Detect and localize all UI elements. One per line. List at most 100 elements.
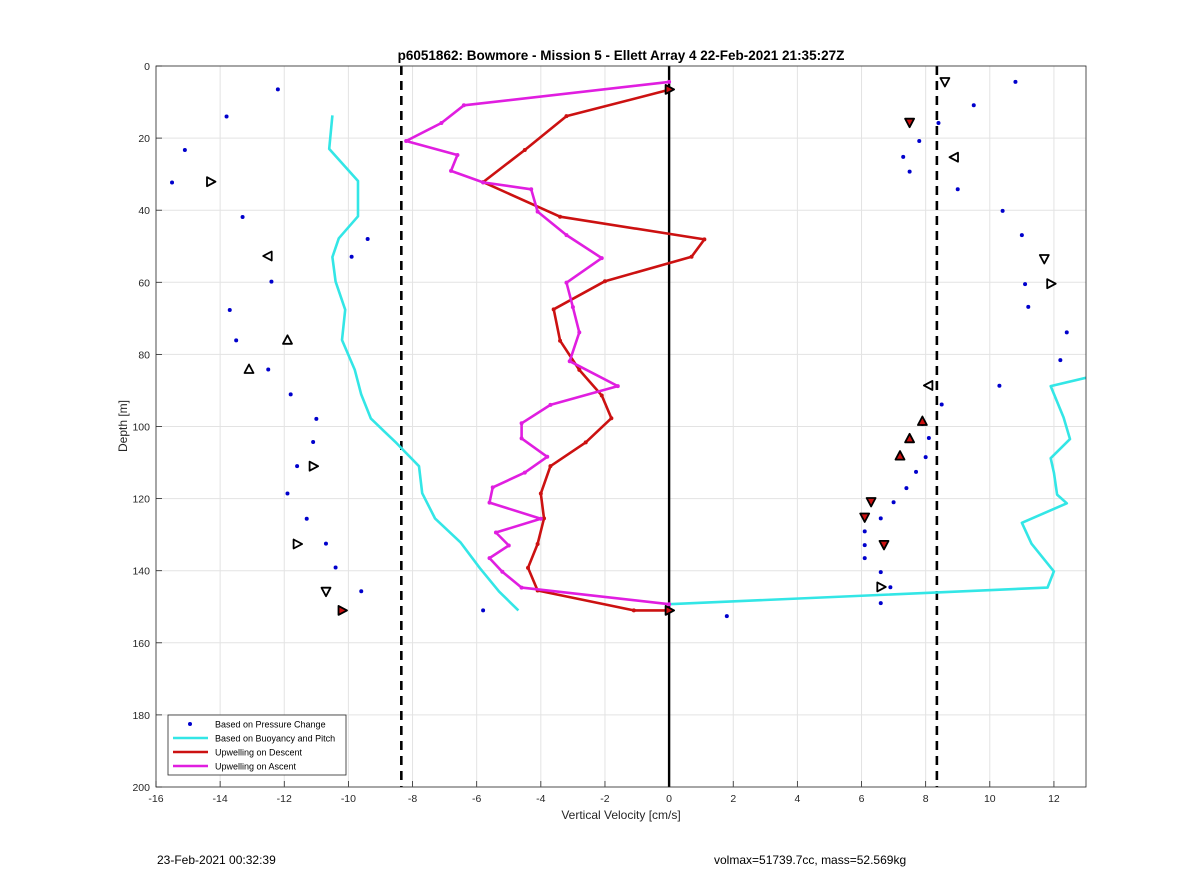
pressure-change-point [1064,330,1069,335]
x-axis-label: Vertical Velocity [cm/s] [561,808,680,822]
y-tick-label: 60 [138,277,150,289]
series-vertex-3 [667,602,672,607]
series-vertex-2 [535,542,540,547]
x-tick-label: 10 [984,793,996,805]
legend-swatch [188,722,192,726]
pressure-change-point [878,516,883,521]
pressure-change-point [182,147,187,152]
series-vertex-3 [529,187,534,192]
triangle-marker [1038,254,1050,265]
pressure-change-point [269,279,274,284]
pressure-change-point [234,338,239,343]
series-vertex-3 [487,500,492,505]
series-line-1 [669,376,1086,606]
triangle-marker [282,334,293,345]
pressure-change-point [907,169,912,174]
triangle-marker [262,250,273,262]
chart-title: p6051862: Bowmore - Mission 5 - Ellett A… [398,48,845,63]
series-vertex-3 [500,569,505,574]
triangle-marker [664,84,675,95]
triangle-marker [939,77,951,88]
series-vertex-2 [631,608,636,613]
series-vertex-3 [404,138,409,143]
triangle-marker [917,415,928,426]
pressure-change-point [275,87,280,92]
pressure-change-point [923,455,928,460]
series-vertex-3 [519,421,524,426]
series-vertex-3 [615,384,620,389]
triangle-marker [904,432,915,444]
series-vertex-3 [455,153,460,158]
series-line-1 [327,115,520,612]
series-vertex-2 [558,214,563,219]
x-tick-labels: -16 -14 -12 -10 -8 -6 -4 -2 0 2 4 6 8 10 12 [148,793,1060,805]
series-vertex-3 [535,209,540,214]
series-vertex-3 [564,233,569,238]
pressure-change-point [862,556,867,561]
pressure-change-point [904,486,909,491]
x-tick-label: 0 [666,793,672,805]
series-vertex-3 [439,120,444,125]
triangle-marker [320,586,332,598]
pressure-change-point [304,516,309,521]
pressure-change-point [349,254,354,259]
x-tick-label: -12 [277,793,292,805]
series-vertex-2 [538,491,543,496]
series-vertex-2 [526,565,530,570]
triangle-marker [664,605,675,616]
triangle-marker [948,151,959,163]
pressure-change-point [481,608,486,613]
pressure-change-point [1013,79,1018,84]
y-tick-labels: 0 20 40 60 80 100 120 140 160 180 200 [132,61,150,794]
pressure-change-point [314,416,319,421]
pressure-change-point [901,154,906,159]
footer-timestamp: 23-Feb-2021 00:32:39 [157,853,276,867]
legend-entry: Upwelling on Descent [215,748,303,758]
pressure-change-point [323,541,328,546]
triangle-marker [904,117,915,129]
pressure-change-point [1019,233,1024,238]
triangle-marker [206,176,217,188]
series-line-2 [481,88,706,612]
plot-frame [155,65,1087,788]
series-vertex-2 [522,147,527,152]
series-vertex-3 [570,305,575,310]
series-vertex-3 [538,516,543,521]
series-vertex-2 [564,114,569,119]
triangle-marker [876,581,887,593]
series-vertex-3 [449,168,454,173]
series-vertex-3 [545,454,550,459]
pressure-change-point [891,500,896,505]
y-tick-label: 0 [144,61,150,73]
pressure-change-point [878,570,883,575]
series-vertex-2 [599,393,604,398]
series-vertex-3 [577,330,582,335]
triangle-marker [308,460,320,472]
pressure-change-point [914,469,919,474]
series-vertex-3 [481,180,486,185]
triangle-marker [878,540,890,551]
pressure-change-point [878,601,883,606]
pressure-change-point [227,308,232,313]
y-tick-label: 20 [138,133,150,145]
x-tick-label: -14 [213,793,228,805]
y-tick-label: 80 [138,349,150,361]
triangle-marker [894,450,906,461]
pressure-change-point [333,565,338,570]
x-tick-label: -6 [472,793,481,805]
x-tick-label: 2 [730,793,736,805]
series-vertex-3 [599,256,604,261]
triangle-marker [865,497,877,508]
triangle-marker [923,379,934,391]
series-vertex-2 [542,516,547,521]
series-vertex-2 [558,338,563,343]
y-tick-label: 40 [138,205,150,217]
series-vertex-2 [548,464,553,469]
reference-lines [400,66,939,787]
pressure-change-point [1058,358,1063,363]
pressure-change-point [266,367,271,372]
series-vertex-3 [522,470,527,475]
pressure-change-point [955,187,960,192]
series-vertex-2 [551,307,556,312]
